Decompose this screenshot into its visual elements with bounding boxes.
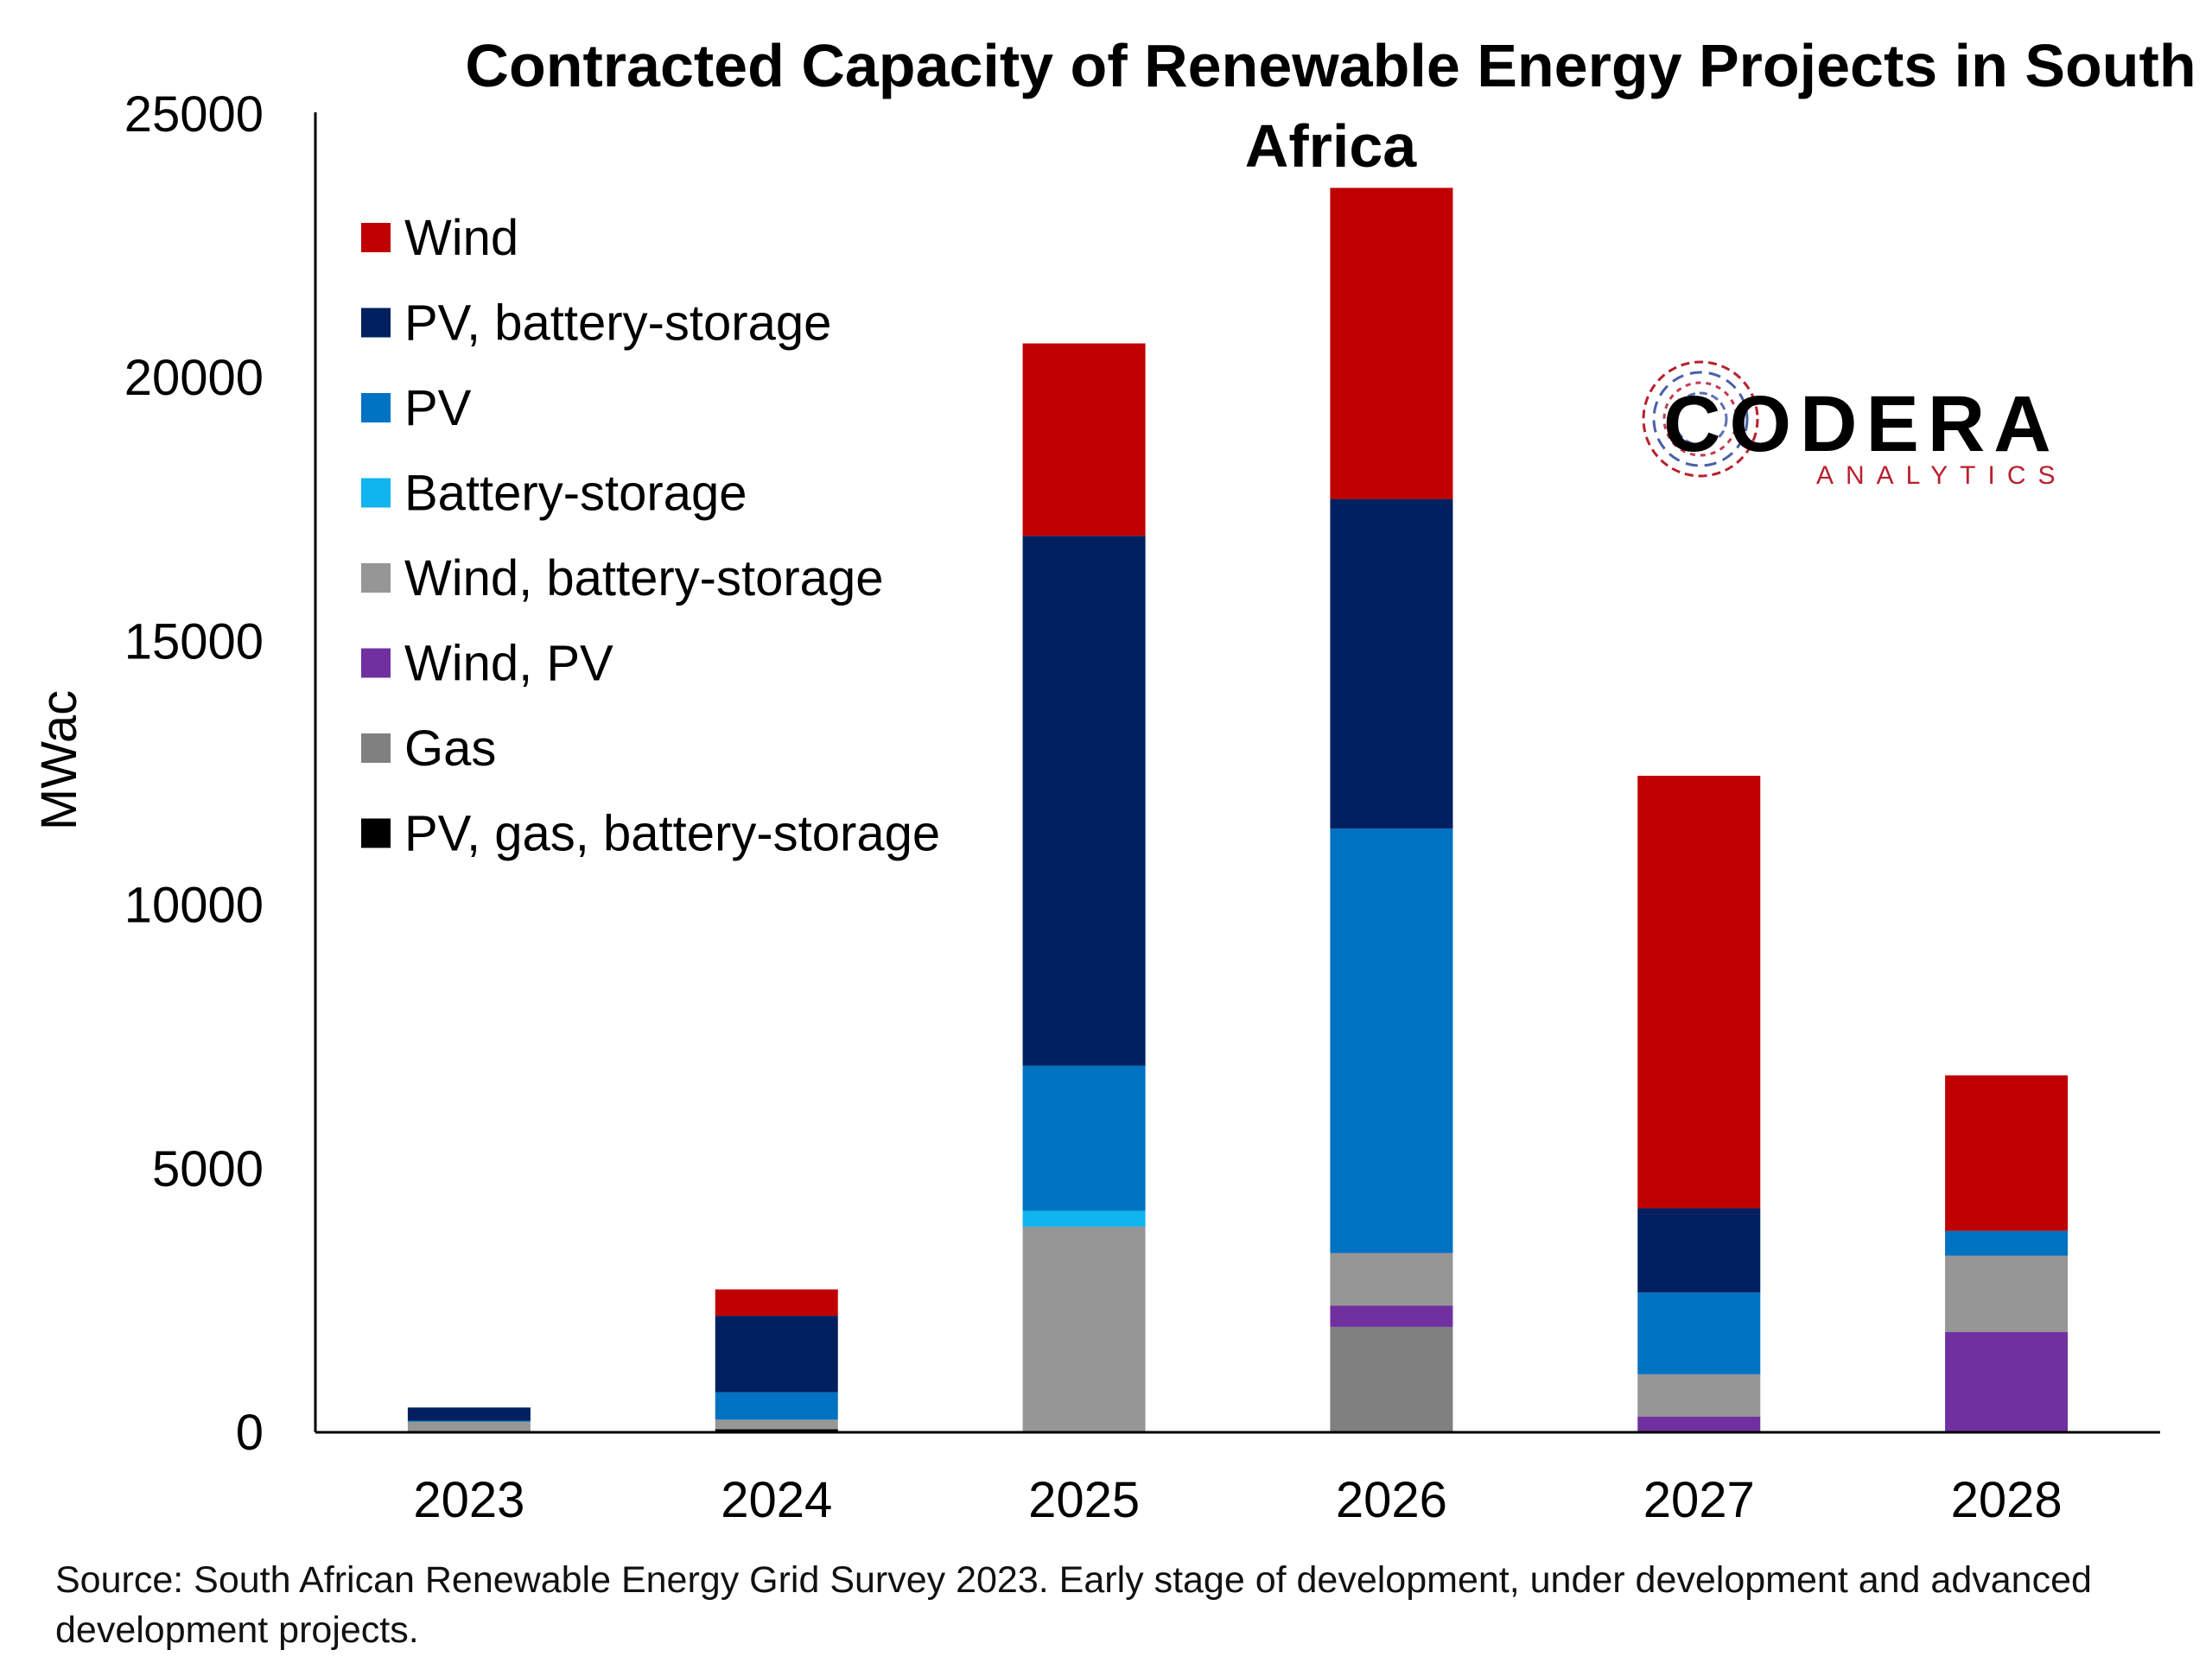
legend-label: PV, battery-storage [404,295,831,352]
legend-label: Gas [404,720,496,777]
bar-segment [1022,343,1146,536]
y-tick-label: 25000 [124,86,264,143]
y-tick-label: 0 [236,1405,264,1461]
bar-segment [1022,536,1146,1066]
bar-segment [1637,1208,1761,1293]
legend-label: Wind, PV [404,636,613,692]
y-tick-label: 20000 [124,350,264,406]
legend-swatch [361,563,391,593]
bar-segment [1022,1226,1146,1432]
legend-label: Wind, battery-storage [404,550,883,606]
bar-segment [1330,828,1453,1253]
logo-tagline: ANALYTICS [1816,461,2068,490]
bar-segment [715,1429,838,1432]
x-tick-label: 2025 [1028,1472,1140,1528]
bar-segment [1330,498,1453,829]
bar-segment [1945,1075,2069,1231]
x-axis-ticks: 2023 2024 2025 2026 2027 2028 [413,1472,2062,1528]
bar-segment [1945,1255,2069,1333]
bar-segment [715,1289,838,1317]
legend-swatch [361,393,391,422]
chart-title-line: Africa [1245,112,1417,180]
bar-segment [1022,1210,1146,1227]
bar-segment [1330,187,1453,499]
bar-segment [1330,1253,1453,1306]
bars [407,187,2069,1432]
legend-swatch [361,223,391,252]
legend-swatch [361,308,391,338]
x-tick-label: 2024 [721,1472,832,1528]
legend-swatch [361,818,391,848]
bar-segment [1022,1065,1146,1211]
y-tick-label: 5000 [152,1141,264,1197]
bar-segment [1637,1292,1761,1374]
bar-segment [1637,1416,1761,1432]
bar-segment [407,1420,531,1422]
bar-segment [407,1421,531,1432]
bar-segment [715,1392,838,1420]
bar-segment [407,1407,531,1421]
chart-title: Contracted Capacity of Renewable Energy … [465,32,2196,180]
bar-segment [1637,1374,1761,1417]
axes [314,112,2160,1434]
y-axis-title: MWac [31,690,87,830]
legend-swatch [361,478,391,508]
y-tick-label: 10000 [124,878,264,934]
y-axis-label: MWac [31,690,87,830]
bar-segment [715,1316,838,1393]
codera-logo: CODERA ANALYTICS [1642,360,2068,490]
legend-label: Battery-storage [404,466,747,522]
bar-segment [1945,1230,2069,1256]
bar-segment [715,1419,838,1430]
x-tick-label: 2026 [1336,1472,1447,1528]
x-tick-label: 2027 [1643,1472,1755,1528]
legend-label: PV, gas, battery-storage [404,806,940,862]
bar-segment [1330,1326,1453,1432]
bar-segment [1945,1332,2069,1432]
bar-segment [1637,776,1761,1209]
chart-title-line: Contracted Capacity of Renewable Energy … [465,32,2196,99]
legend-label: PV [404,380,472,436]
x-tick-label: 2023 [413,1472,524,1528]
legend-swatch [361,648,391,678]
legend: Wind PV, battery-storage PV Battery-storage… [361,210,940,862]
y-axis-ticks: 0 5000 10000 15000 20000 25000 [124,86,264,1461]
source-note: Source: South African Renewable Energy G… [55,1559,2092,1651]
legend-label: Wind [404,210,518,266]
y-tick-label: 15000 [124,613,264,670]
logo-wordmark: CODERA [1663,380,2060,468]
legend-swatch [361,733,391,763]
x-tick-label: 2028 [1951,1472,2063,1528]
bar-segment [1330,1305,1453,1327]
logo-circle-icon [1642,360,1759,478]
